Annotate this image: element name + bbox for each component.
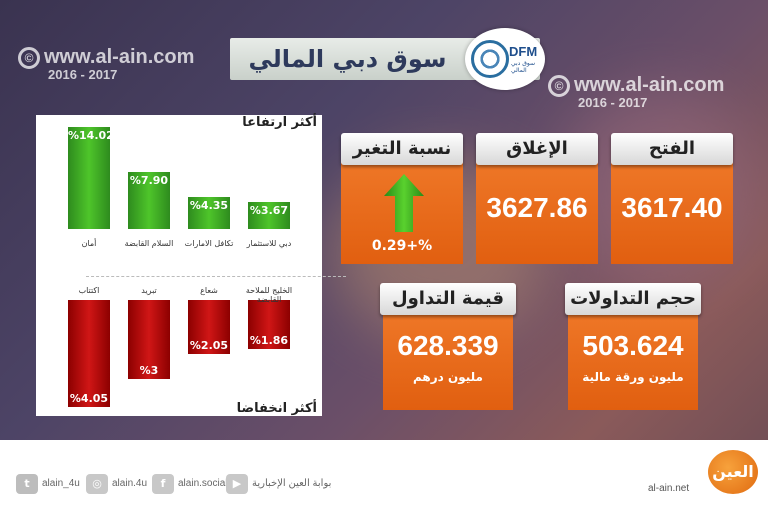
gainer-value: %3.67 [249, 204, 289, 218]
dfm-emblem-icon [471, 40, 509, 78]
close-box [476, 148, 598, 264]
instagram-icon[interactable]: ◎ [86, 474, 108, 494]
loser-value: %4.05 [69, 392, 109, 405]
open-label: الفتح [611, 133, 733, 165]
loser-name: شعاع [200, 286, 218, 295]
loser-value: %3 [139, 364, 159, 378]
change-value: %+0.29 [371, 238, 433, 254]
turnover-unit: مليون درهم [413, 370, 483, 384]
close-label: الإغلاق [476, 133, 598, 165]
watermark-years: 2016 - 2017 [578, 95, 648, 110]
volume-label: حجم التداولات [565, 283, 701, 315]
loser-value: %2.05 [189, 339, 229, 353]
gainer-name: تكافل الامارات [184, 239, 234, 248]
movers-panel: أكثر ارتفاعا أكثر انخفاضا %14.02 أمان %7.9… [36, 115, 346, 416]
facebook-handle[interactable]: alain.social [178, 478, 228, 489]
copyright-icon: © [18, 46, 40, 69]
logo-text: DFM [509, 44, 538, 59]
twitter-icon[interactable]: t [16, 474, 38, 494]
gainer-bar [248, 202, 290, 229]
site-url[interactable]: al-ain.net [648, 483, 690, 494]
gainers-label: أكثر ارتفاعا [239, 115, 320, 130]
loser-value: %1.86 [249, 334, 289, 348]
watermark-site: www.al-ain.com [44, 46, 195, 68]
gainer-value: %7.90 [129, 173, 169, 187]
loser-name: تبريد [141, 286, 157, 295]
al-ain-logo: العين [708, 450, 758, 494]
turnover-label: قيمة التداول [380, 283, 516, 315]
close-value: 3627.86 [486, 192, 588, 223]
turnover-value: 628.339 [397, 330, 499, 361]
footer [0, 440, 768, 510]
instagram-handle[interactable]: alain.4u [112, 478, 148, 489]
volume-box [568, 300, 698, 410]
youtube-icon[interactable]: ▶ [226, 474, 248, 494]
loser-bar [128, 300, 170, 380]
watermark-years: 2016 - 2017 [48, 67, 118, 82]
watermark-site: www.al-ain.com [574, 74, 725, 96]
loser-bar [248, 300, 290, 350]
losers-label: أكثر انخفاضا [233, 401, 320, 416]
gainer-name: دبي للاستثمار [246, 239, 292, 248]
open-value: 3617.40 [621, 192, 723, 223]
volume-unit: مليون ورقة مالية [582, 370, 684, 384]
change-label: نسبة التغير [341, 133, 463, 165]
youtube-channel[interactable]: بوابة العين الإخبارية [252, 478, 332, 489]
loser-bar [188, 300, 230, 355]
watermark: © www.al-ain.com 2016 - 2017 [18, 46, 194, 82]
gainer-value: %4.35 [189, 199, 229, 213]
volume-value: 503.624 [582, 330, 684, 361]
gainer-name: السلام القابضة [124, 239, 174, 248]
panel-divider [86, 276, 346, 277]
gainer-value: %14.02 [68, 129, 114, 142]
dfm-logo: DFM سوق دبي المالي [465, 28, 545, 90]
loser-name: اكتتاب [78, 286, 100, 295]
up-arrow-icon [384, 174, 424, 232]
facebook-icon[interactable]: f [152, 474, 174, 494]
gainer-bar [128, 171, 170, 229]
copyright-icon: © [548, 74, 570, 97]
page-title: سوق دبي المالي [248, 45, 447, 73]
twitter-handle[interactable]: alain_4u [42, 478, 80, 489]
loser-bar [68, 300, 110, 407]
gainer-name: أمان [81, 239, 97, 248]
gainer-bar [68, 127, 110, 229]
loser-name: الخليج للملاحة القابضة [245, 286, 293, 304]
open-box [611, 148, 733, 264]
gainer-bar [188, 197, 230, 229]
logo-subtext: سوق دبي المالي [511, 60, 536, 74]
turnover-box [383, 300, 513, 410]
watermark: © www.al-ain.com 2016 - 2017 [548, 74, 724, 110]
